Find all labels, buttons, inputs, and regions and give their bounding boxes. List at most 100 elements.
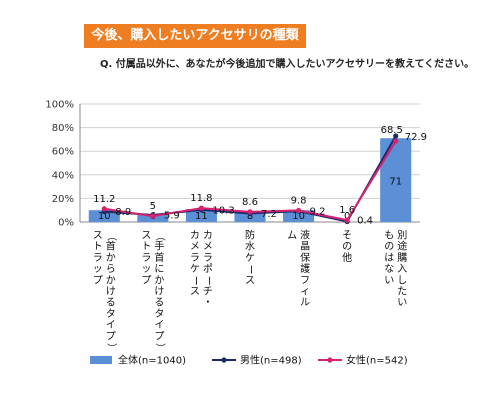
female-value-label: 5 [150,201,156,212]
x-label-char: プ [106,330,116,342]
bar-value-label: 0 [344,211,350,222]
x-label-char: ッ [93,264,103,275]
legend-item: 全体(n=1040) [90,354,186,367]
female-point [295,207,302,214]
x-label-char: ス [141,231,151,242]
female-value-label: 8.6 [242,197,258,208]
x-label-char: け [154,286,164,298]
male-value-label: 5.9 [164,211,180,222]
x-label-char: フ [300,275,310,286]
y-tick-label: 20% [52,194,74,205]
chart-title: 今後、購入したいアクセサリの種類 [91,28,299,43]
y-tick-label: 0% [58,218,74,229]
x-label-char: た [397,286,407,298]
x-label-char: 水 [245,241,255,253]
legend-swatch-marker [327,357,333,363]
male-value-label: 9.2 [310,207,326,218]
female-point [198,205,205,211]
female-value-label: 9.8 [291,195,307,206]
x-label-char: タ [154,308,164,320]
x-label-char: ト [141,242,151,253]
y-tick-labels: 0% 20% 40% 60% 80% 100% [45,100,74,229]
x-label-char: か [154,274,164,286]
x-label-char: チ [203,286,213,298]
x-label-char: （ [154,231,166,241]
x-label-char: ス [190,287,200,298]
x-label-char: そ [342,230,352,242]
survey-question: Q. 付属品以外に、あなたが今後追加で購入したいアクセサリーを教えてください。 [100,59,475,70]
x-label-char: 購 [397,251,407,264]
female-point [101,206,107,212]
x-label-char: ス [245,275,255,286]
legend-label: 全体(n=1040) [118,354,186,367]
male-value-label: 0.4 [357,216,373,227]
x-label-char: 防 [245,229,255,242]
x-label-char: タ [106,308,116,320]
x-label-char: ） [105,343,117,353]
female-point [150,213,156,219]
x-label-char: 護 [300,262,310,275]
x-label-char: プ [154,330,164,342]
x-label-char: 他 [342,251,352,264]
x-label-char: 首 [154,251,164,264]
legend: 全体(n=1040) 男性(n=498) 女性(n=542) [90,354,408,367]
x-tick-label: その他 [342,230,352,264]
x-label-char: ケ [190,263,200,275]
x-label-char: カ [203,230,213,242]
legend-label: 女性(n=542) [346,354,408,367]
x-label-char: い [397,298,407,309]
x-label-char: け [106,286,116,298]
x-label-char: る [154,297,164,309]
x-label-char: な [384,263,394,275]
bar [185,209,217,222]
bar-value-label: 10 [98,211,111,222]
x-label-char: 晶 [300,241,310,253]
y-tick-label: 100% [45,100,74,111]
x-label-char: か [106,274,116,286]
bar-value-label: 10 [292,211,305,222]
female-value-label: 11.2 [93,194,115,205]
x-label-char: ラ [141,252,151,264]
female-point [247,209,253,215]
x-label-char: 途 [397,240,407,253]
x-label-char: ー [189,276,200,286]
x-label-char: （ [105,231,117,241]
male-value-label: 8.9 [115,207,131,218]
x-label-char: ポ [203,263,213,275]
x-label-char: ッ [141,264,151,275]
y-tick-label: 40% [52,170,74,181]
x-label-char: に [154,263,164,275]
bar [234,212,266,222]
female-value-label: 68.5 [381,125,403,136]
x-label-char: ラ [203,252,213,264]
x-label-char: ・ [203,298,213,309]
male-value-label: 10.3 [212,205,234,216]
x-label-char: ー [245,265,256,275]
line-value-labels: 8.9 5.9 10.3 7.2 9.2 0.4 72.9 11.2 5 11.8 8.6 9.8 1.… [93,125,427,226]
x-label-char: ら [106,263,116,275]
bar [88,210,120,222]
x-label-char: プ [141,274,151,286]
male-point [393,133,399,139]
x-label-char: ラ [93,252,103,264]
x-label-char: い [384,275,394,286]
female-point [344,217,350,223]
x-label-char: イ [154,320,164,331]
legend-item: 男性(n=498) [212,354,302,367]
female-value-label: 11.8 [190,193,212,204]
bar [283,210,315,222]
x-label-char: イ [106,320,116,331]
x-label-char: ィ [300,287,310,298]
x-label-char: ー [202,276,213,286]
bar-value-label: 8 [247,211,253,222]
x-label-char: 液 [300,229,310,242]
legend-swatch-bar [90,356,112,364]
x-tick-labels: （首からかけるタイプ）ストラップ（手首にかけるタイプ）ストラップカメラポーチ・カ… [93,229,407,354]
